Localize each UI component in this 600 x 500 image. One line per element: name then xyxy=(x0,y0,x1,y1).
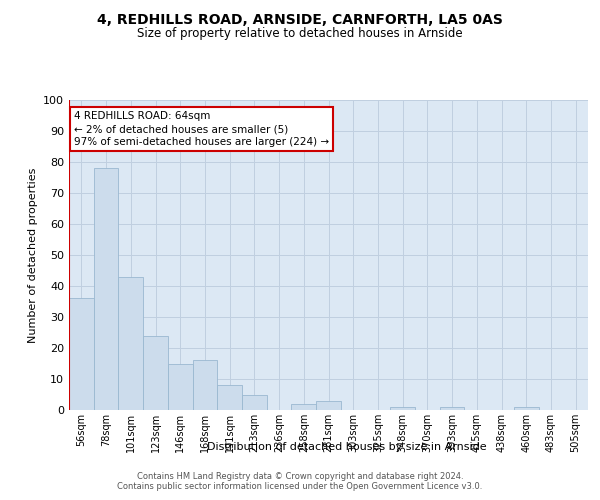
Text: Contains public sector information licensed under the Open Government Licence v3: Contains public sector information licen… xyxy=(118,482,482,491)
Bar xyxy=(69,298,94,410)
Bar xyxy=(390,407,415,410)
Bar xyxy=(316,400,341,410)
Bar xyxy=(514,407,539,410)
Text: Distribution of detached houses by size in Arnside: Distribution of detached houses by size … xyxy=(207,442,487,452)
Bar xyxy=(292,404,316,410)
Text: 4, REDHILLS ROAD, ARNSIDE, CARNFORTH, LA5 0AS: 4, REDHILLS ROAD, ARNSIDE, CARNFORTH, LA… xyxy=(97,12,503,26)
Text: Contains HM Land Registry data © Crown copyright and database right 2024.: Contains HM Land Registry data © Crown c… xyxy=(137,472,463,481)
Text: 4 REDHILLS ROAD: 64sqm
← 2% of detached houses are smaller (5)
97% of semi-detac: 4 REDHILLS ROAD: 64sqm ← 2% of detached … xyxy=(74,111,329,147)
Bar xyxy=(143,336,168,410)
Bar xyxy=(193,360,217,410)
Bar xyxy=(168,364,193,410)
Bar xyxy=(94,168,118,410)
Bar xyxy=(440,407,464,410)
Bar xyxy=(217,385,242,410)
Bar xyxy=(242,394,267,410)
Text: Size of property relative to detached houses in Arnside: Size of property relative to detached ho… xyxy=(137,28,463,40)
Bar xyxy=(118,276,143,410)
Y-axis label: Number of detached properties: Number of detached properties xyxy=(28,168,38,342)
